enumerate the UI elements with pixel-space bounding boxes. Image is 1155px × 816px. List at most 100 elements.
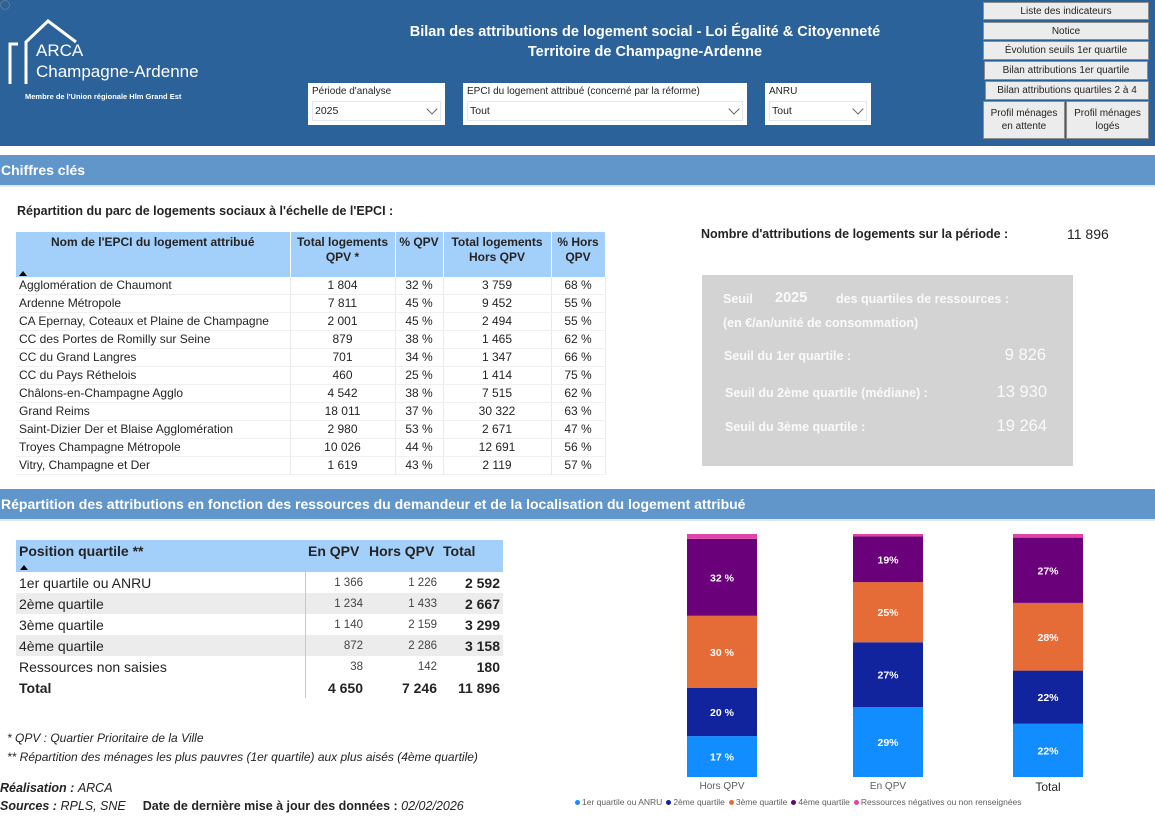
column-header-total[interactable]: Total xyxy=(440,540,503,572)
column-header-position-quartile[interactable]: Position quartile ** xyxy=(16,540,305,572)
seuil-q3-label: Seuil du 3ème quartile : xyxy=(725,420,866,434)
bar-segment-en-qpv-s3[interactable] xyxy=(853,536,923,583)
total-cell: 180 xyxy=(476,658,500,675)
table-row[interactable]: 2ème quartile 1 234 1 433 2 667 xyxy=(16,593,503,614)
legend-item[interactable]: 2ème quartile xyxy=(666,797,725,807)
anru-slicer[interactable]: ANRU Tout xyxy=(765,83,871,125)
en-qpv-cell: 1 234 xyxy=(305,593,366,614)
table-row[interactable]: Agglomération de Chaumont 1 804 32 % 3 759 6… xyxy=(16,277,606,296)
bar-segment-hors-qpv-s2[interactable] xyxy=(687,615,757,688)
total-cell: 2 667 xyxy=(440,593,503,614)
nav-button-evolution-seuils[interactable]: Évolution seuils 1er quartile xyxy=(983,41,1149,60)
table-row[interactable]: CC du Grand Langres 701 34 % 1 347 66 % xyxy=(16,348,606,368)
column-header-total-hors-qpv[interactable]: Total logements Hors QPV xyxy=(443,232,552,277)
data-label: 22% xyxy=(1037,745,1059,757)
slicer-value: Tout xyxy=(470,105,490,117)
back-icon[interactable] xyxy=(0,0,10,10)
hors-qpv-cell: 142 xyxy=(417,660,437,673)
total-hors-qpv-cell: 1 414 xyxy=(443,366,552,386)
update-value: 02/02/2026 xyxy=(401,799,464,813)
legend-item[interactable]: Ressources négatives ou non renseignées xyxy=(853,797,1022,807)
epci-dropdown[interactable]: Tout xyxy=(467,101,743,121)
epci-name-cell: Vitry, Champagne et Der xyxy=(16,456,291,476)
seuils-year: 2025 xyxy=(775,290,808,306)
legend-item[interactable]: 1er quartile ou ANRU xyxy=(575,797,662,807)
pct-qpv-cell: 43 % xyxy=(395,456,444,476)
column-header-hors-qpv[interactable]: Hors QPV xyxy=(366,540,440,572)
table-row[interactable]: CC du Pays Réthelois 460 25 % 1 414 75 % xyxy=(16,366,606,386)
table-row[interactable]: CC des Portes de Romilly sur Seine 879 38 … xyxy=(16,330,606,350)
table-row[interactable]: CA Epernay, Coteaux et Plaine de Champag… xyxy=(16,312,606,332)
section-header-repartition: Répartition des attributions en fonction… xyxy=(0,489,1155,521)
table-row[interactable]: Troyes Champagne Métropole 10 026 44 % 12 6… xyxy=(16,438,606,458)
total-hors-qpv-cell: 2 119 xyxy=(443,456,552,476)
bar-segment-hors-qpv-s4[interactable] xyxy=(687,534,757,539)
table-row[interactable]: Châlons-en-Champagne Agglo 4 542 38 % 7 515… xyxy=(16,384,606,404)
epci-table-title: Répartition du parc de logements sociaux… xyxy=(17,204,394,218)
epci-name-cell: Troyes Champagne Métropole xyxy=(16,438,291,458)
seuils-title-prefix: Seuil xyxy=(723,292,753,306)
nav-button-bilan-1er-quartile[interactable]: Bilan attributions 1er quartile xyxy=(984,61,1148,80)
column-header-epci[interactable]: Nom de l'EPCI du logement attribué xyxy=(16,232,291,277)
bar-segment-hors-qpv-s3[interactable] xyxy=(687,538,757,616)
column-header-total-qpv[interactable]: Total logements QPV * xyxy=(290,232,396,277)
sort-ascending-icon[interactable] xyxy=(20,565,28,570)
table-row[interactable]: Ressources non saisies 38 142 180 xyxy=(16,656,503,677)
total-qpv-cell: 4 542 xyxy=(290,384,396,404)
position-cell: 4ème quartile xyxy=(16,635,306,656)
nav-button-profil-loges[interactable]: Profil ménages logés xyxy=(1066,101,1149,139)
table-row[interactable]: 4ème quartile 872 2 286 3 158 xyxy=(16,635,503,656)
legend-item[interactable]: 3ème quartile xyxy=(728,797,787,807)
bar-segment-en-qpv-s0[interactable] xyxy=(853,707,923,777)
table-row[interactable]: Vitry, Champagne et Der 1 619 43 % 2 119 57 … xyxy=(16,456,606,476)
period-dropdown[interactable]: 2025 xyxy=(312,101,441,121)
bar-segment-total-s2[interactable] xyxy=(1013,602,1083,671)
nav-button-liste-indicateurs[interactable]: Liste des indicateurs xyxy=(983,2,1149,20)
logo-line1: ARCA xyxy=(36,41,84,60)
hors-qpv-cell: 2 286 xyxy=(366,635,440,656)
total-hors-qpv-cell: 1 465 xyxy=(443,330,552,350)
legend-item[interactable]: 4ème quartile xyxy=(791,797,850,807)
seuil-q1-value: 9 826 xyxy=(1004,346,1046,364)
hors-qpv-cell: 1 226 xyxy=(408,576,437,589)
bar-segment-total-s1[interactable] xyxy=(1013,670,1083,724)
total-hors-qpv-cell: 2 671 xyxy=(443,420,552,440)
realisation-value: ARCA xyxy=(77,781,113,795)
table-row[interactable]: Saint-Dizier Der et Blaise Agglomération… xyxy=(16,420,606,440)
period-slicer[interactable]: Période d'analyse 2025 xyxy=(308,83,445,125)
epci-name-cell: CC des Portes de Romilly sur Seine xyxy=(16,330,291,350)
nav-button-notice[interactable]: Notice xyxy=(983,22,1149,40)
table-row[interactable]: 1er quartile ou ANRU 1 366 1 226 2 592 xyxy=(16,572,503,593)
bar-segment-en-qpv-s4[interactable] xyxy=(853,534,923,537)
column-header-pct-hors-qpv[interactable]: % Hors QPV xyxy=(551,232,606,277)
nav-button-bilan-quartiles-2-4[interactable]: Bilan attributions quartiles 2 à 4 xyxy=(985,81,1149,100)
bar-segment-en-qpv-s2[interactable] xyxy=(853,582,923,643)
bar-segment-total-s4[interactable] xyxy=(1013,534,1083,538)
anru-dropdown[interactable]: Tout xyxy=(769,101,867,121)
bar-segment-hors-qpv-s0[interactable] xyxy=(687,736,757,777)
bar-segment-total-s3[interactable] xyxy=(1013,537,1083,603)
en-qpv-cell: 872 xyxy=(305,635,366,656)
epci-slicer[interactable]: EPCI du logement attribué (concerné par … xyxy=(463,83,747,125)
seuils-card: Seuil 2025 des quartiles de ressources :… xyxy=(702,275,1073,466)
pct-qpv-cell: 45 % xyxy=(395,312,444,332)
chevron-down-icon xyxy=(852,103,864,115)
chevron-down-icon xyxy=(426,103,438,115)
bar-segment-en-qpv-s1[interactable] xyxy=(853,642,923,708)
bar-segment-total-s0[interactable] xyxy=(1013,723,1083,777)
table-row[interactable]: 3ème quartile 1 140 2 159 3 299 xyxy=(16,614,503,635)
pct-qpv-cell: 53 % xyxy=(395,420,444,440)
column-header-pct-qpv[interactable]: % QPV xyxy=(395,232,444,277)
nav-button-profil-attente[interactable]: Profil ménages en attente xyxy=(983,101,1065,139)
kpi-attributions-value: 11 896 xyxy=(1067,226,1109,242)
bar-segment-hors-qpv-s1[interactable] xyxy=(687,687,757,737)
data-label: 19% xyxy=(877,554,899,566)
column-header-en-qpv[interactable]: En QPV xyxy=(305,540,366,572)
table-row[interactable]: Grand Reims 18 011 37 % 30 322 63 % xyxy=(16,402,606,422)
legend-label: Ressources négatives ou non renseignées xyxy=(860,797,1022,807)
table-row[interactable]: Ardenne Métropole 7 811 45 % 9 452 55 % xyxy=(16,294,606,314)
data-label: 22% xyxy=(1037,692,1059,704)
total-hors-qpv-cell: 9 452 xyxy=(443,294,552,314)
x-axis-tick-label: Total xyxy=(1035,780,1060,794)
sort-ascending-icon[interactable] xyxy=(19,271,27,276)
